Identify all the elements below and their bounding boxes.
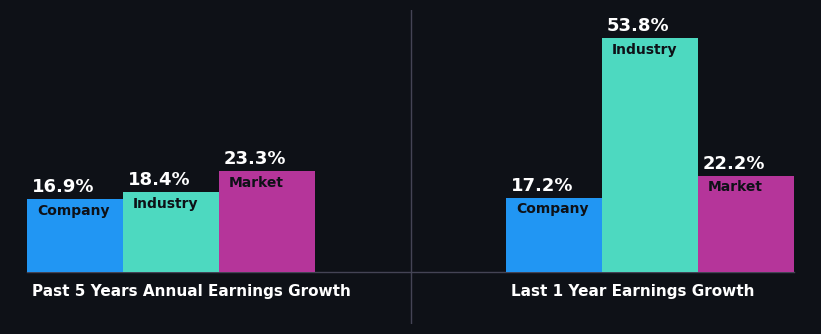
Text: Market: Market [708, 180, 763, 194]
Text: 18.4%: 18.4% [128, 171, 190, 189]
Text: Company: Company [516, 202, 589, 216]
Bar [219, 171, 314, 273]
Text: Industry: Industry [612, 43, 677, 57]
Bar [27, 199, 123, 273]
Text: 17.2%: 17.2% [511, 177, 574, 195]
Bar [507, 197, 602, 273]
Text: Last 1 Year Earnings Growth: Last 1 Year Earnings Growth [511, 284, 754, 299]
Text: 16.9%: 16.9% [32, 178, 94, 196]
Text: Past 5 Years Annual Earnings Growth: Past 5 Years Annual Earnings Growth [32, 284, 351, 299]
Text: 23.3%: 23.3% [224, 150, 287, 168]
Text: 22.2%: 22.2% [703, 155, 765, 173]
Bar [698, 176, 794, 273]
Bar [602, 38, 698, 273]
Text: 53.8%: 53.8% [607, 17, 669, 35]
Text: Industry: Industry [133, 197, 198, 211]
Text: Company: Company [37, 203, 109, 217]
Text: Market: Market [228, 176, 283, 190]
Bar [123, 192, 219, 273]
